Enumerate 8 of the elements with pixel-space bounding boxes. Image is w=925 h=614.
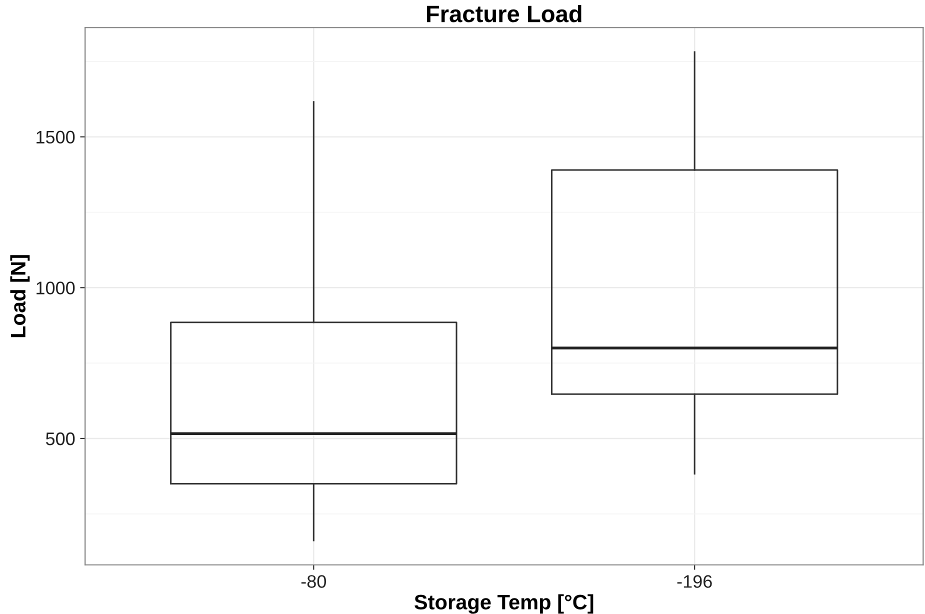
y-tick-label: 1000 xyxy=(36,282,75,294)
x-axis-title: Storage Temp [°C] xyxy=(414,594,594,614)
x-tick-label: -196 xyxy=(677,575,712,588)
x-tick-label: -80 xyxy=(301,575,326,588)
chart-title: Fracture Load xyxy=(426,4,582,22)
y-axis-title: Load [N] xyxy=(10,255,30,338)
y-tick-label: 1500 xyxy=(36,130,75,144)
y-tick-label: 500 xyxy=(46,432,75,446)
